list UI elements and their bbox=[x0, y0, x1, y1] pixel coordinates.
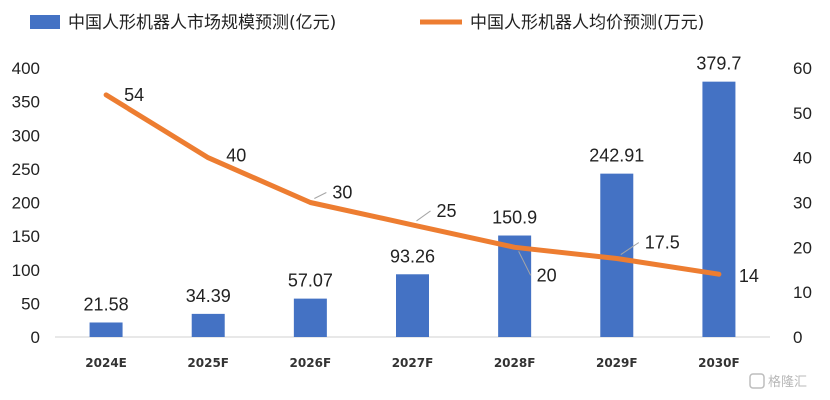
y-right-tick-label: 40 bbox=[793, 149, 812, 168]
line-label-leader bbox=[416, 210, 431, 222]
line-label-leader bbox=[518, 251, 532, 276]
bar-value-label: 21.58 bbox=[84, 294, 129, 314]
axes: 0501001502002503003504000102030405060202… bbox=[12, 59, 812, 370]
bar bbox=[293, 298, 327, 337]
line-label-leader bbox=[314, 192, 327, 199]
y-right-tick-label: 0 bbox=[793, 328, 802, 347]
line-value-label: 14 bbox=[739, 266, 759, 286]
watermark-logo-icon bbox=[749, 373, 765, 389]
watermark: 格隆汇 bbox=[749, 373, 807, 390]
watermark-text: 格隆汇 bbox=[768, 374, 807, 390]
y-left-tick-label: 300 bbox=[12, 126, 40, 145]
x-tick-label: 2026F bbox=[290, 356, 332, 370]
y-left-tick-label: 350 bbox=[12, 93, 40, 112]
data-labels: 21.58 34.39 57.07 93.26 150.9 242.91 379.7 54 40… bbox=[84, 54, 759, 315]
y-right-tick-label: 10 bbox=[793, 283, 812, 302]
x-tick-label: 2029F bbox=[596, 356, 638, 370]
y-left-tick-label: 50 bbox=[21, 294, 40, 313]
bar bbox=[702, 81, 736, 337]
line-path bbox=[103, 92, 722, 277]
y-left-tick-label: 0 bbox=[31, 328, 40, 347]
bar bbox=[89, 322, 123, 337]
y-left-tick-label: 200 bbox=[12, 194, 40, 213]
y-right-tick-label: 30 bbox=[793, 194, 812, 213]
line-value-label: 54 bbox=[124, 85, 144, 105]
x-tick-label: 2030F bbox=[698, 356, 740, 370]
bar-value-label: 34.39 bbox=[186, 286, 231, 306]
legend-label-bar: 中国人形机器人市场规模预测(亿元) bbox=[68, 13, 336, 33]
y-left-tick-label: 100 bbox=[12, 261, 40, 280]
line-value-label: 30 bbox=[332, 183, 352, 203]
line-series bbox=[103, 92, 722, 277]
x-tick-label: 2028F bbox=[494, 356, 536, 370]
y-right-tick-label: 60 bbox=[793, 59, 812, 78]
bar-value-label: 93.26 bbox=[390, 246, 435, 266]
line-value-label: 17.5 bbox=[645, 233, 680, 253]
bar-value-label: 379.7 bbox=[696, 54, 741, 74]
y-right-tick-label: 50 bbox=[793, 104, 812, 123]
legend-label-line: 中国人形机器人均价预测(万元) bbox=[470, 13, 704, 33]
legend: 中国人形机器人市场规模预测(亿元) 中国人形机器人均价预测(万元) bbox=[30, 13, 704, 33]
line-label-leader bbox=[620, 242, 640, 255]
line-value-label: 25 bbox=[437, 201, 457, 221]
bar-value-label: 150.9 bbox=[492, 208, 537, 228]
bar-value-label: 57.07 bbox=[288, 271, 333, 291]
y-left-tick-label: 250 bbox=[12, 160, 40, 179]
legend-swatch-bar bbox=[30, 15, 60, 29]
bar bbox=[396, 274, 429, 337]
x-tick-label: 2024E bbox=[85, 356, 127, 370]
bar bbox=[498, 235, 532, 337]
line-value-label: 40 bbox=[226, 146, 246, 166]
y-left-tick-label: 400 bbox=[12, 59, 40, 78]
x-tick-label: 2025F bbox=[187, 356, 229, 370]
x-tick-label: 2027F bbox=[392, 356, 434, 370]
bar bbox=[191, 313, 225, 337]
y-left-tick-label: 150 bbox=[12, 227, 40, 246]
line-value-label: 20 bbox=[537, 265, 557, 285]
bar-value-label: 242.91 bbox=[589, 146, 644, 166]
y-right-tick-label: 20 bbox=[793, 238, 812, 257]
